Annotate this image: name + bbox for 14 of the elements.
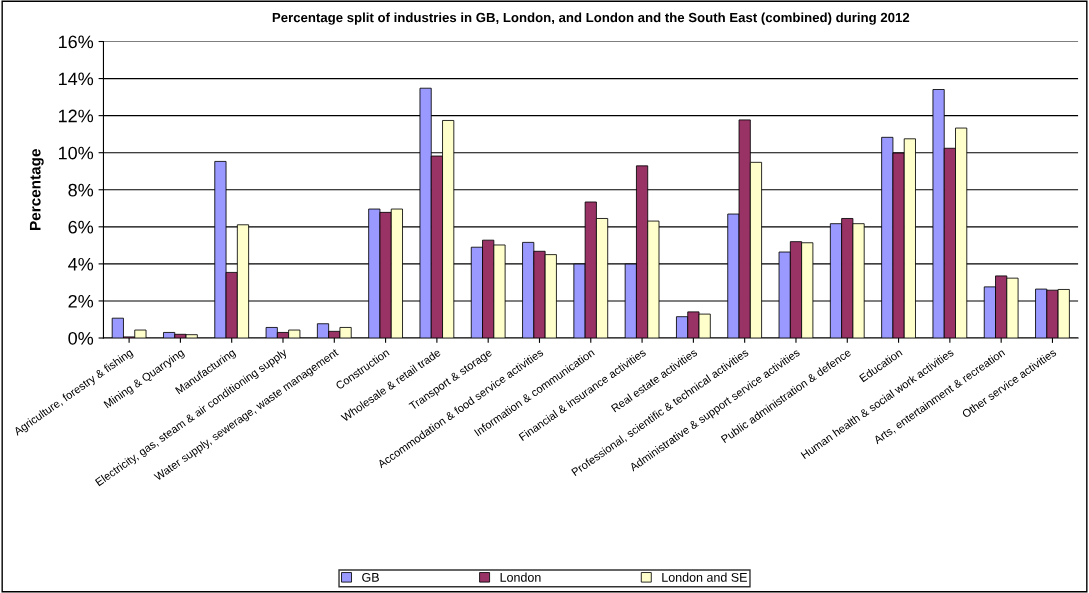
y-tick-label: 10% xyxy=(58,146,94,160)
y-axis-title: Percentage xyxy=(29,149,44,230)
y-tick-label: 0% xyxy=(68,331,94,345)
legend-label: GB xyxy=(362,572,379,582)
y-tick-label: 8% xyxy=(68,183,94,197)
y-tick-label: 12% xyxy=(58,109,94,123)
y-tick-label: 4% xyxy=(68,257,94,271)
y-tick-label: 2% xyxy=(68,294,94,308)
chart-title: Percentage split of industries in GB, London, and London and the South East (combined) during 2012 xyxy=(272,12,910,25)
y-tick-label: 16% xyxy=(58,35,94,49)
legend-label: London xyxy=(500,572,541,582)
y-tick-label: 6% xyxy=(68,220,94,234)
legend-label: London and SE xyxy=(662,572,747,582)
y-tick-label: 14% xyxy=(58,72,94,86)
